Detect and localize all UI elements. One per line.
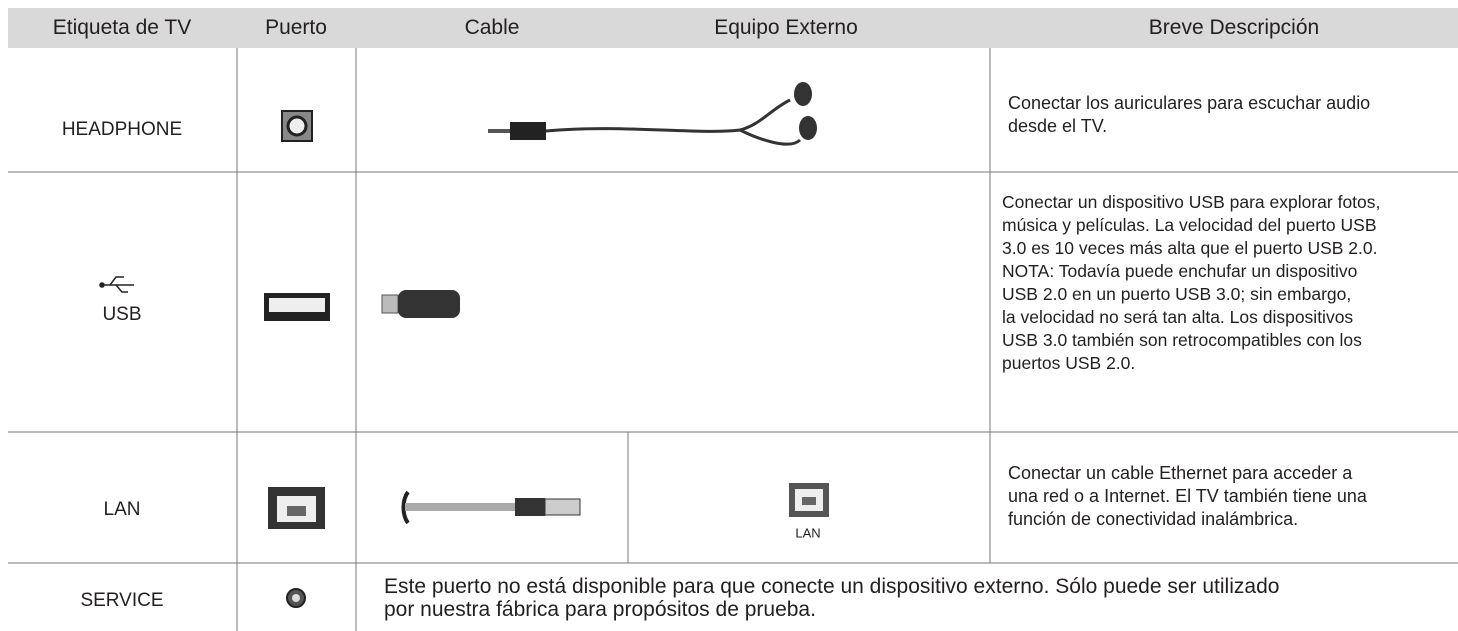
equipment-label: LAN [795, 525, 821, 541]
usb-port [264, 293, 330, 321]
usb-symbol [99, 276, 134, 293]
grid [8, 48, 1458, 631]
column-header: Etiqueta de TV [52, 16, 192, 39]
header-bg [8, 8, 1458, 48]
text-line: 3.0 es 10 veces más alta que el puerto U… [1002, 238, 1378, 258]
text-line: la velocidad no será tan alta. Los dispo… [1002, 307, 1354, 327]
tv-label: HEADPHONE [61, 119, 183, 140]
lan-cable [401, 490, 581, 525]
text-line: Conectar un dispositivo USB para explora… [1002, 192, 1381, 212]
text-line: desde el TV. [1008, 116, 1108, 136]
column-header: Equipo Externo [714, 16, 858, 39]
tv-label: LAN [103, 499, 141, 520]
headphone-port [281, 110, 313, 142]
tv-label: SERVICE [80, 590, 164, 611]
tv-label: USB [102, 304, 142, 325]
text-line: NOTA: Todavía puede enchufar un disposit… [1002, 261, 1358, 281]
text-line: USB 2.0 en un puerto USB 3.0; sin embarg… [1002, 284, 1352, 304]
text-line: Este puerto no está disponible para que … [384, 575, 1280, 598]
text-line: música y películas. La velocidad del pue… [1002, 215, 1377, 235]
text-line: Conectar un cable Ethernet para acceder … [1008, 463, 1353, 483]
text-line: función de conectividad inalámbrica. [1008, 509, 1299, 529]
text-line: una red o a Internet. El TV también tien… [1008, 486, 1367, 506]
service-port [286, 588, 306, 608]
column-header: Puerto [265, 16, 327, 39]
column-header: Cable [464, 16, 520, 39]
column-header: Breve Descripción [1148, 16, 1320, 39]
lan-equipment-icon [789, 483, 829, 517]
text-line: puertos USB 2.0. [1002, 353, 1136, 373]
text-line: por nuestra fábrica para propósitos de p… [384, 598, 816, 621]
text-line: Conectar los auriculares para escuchar a… [1008, 93, 1371, 113]
earphones [488, 82, 817, 146]
text-line: USB 3.0 también son retrocompatibles con… [1002, 330, 1362, 350]
lan-port [268, 487, 325, 529]
usb-stick [381, 290, 460, 318]
